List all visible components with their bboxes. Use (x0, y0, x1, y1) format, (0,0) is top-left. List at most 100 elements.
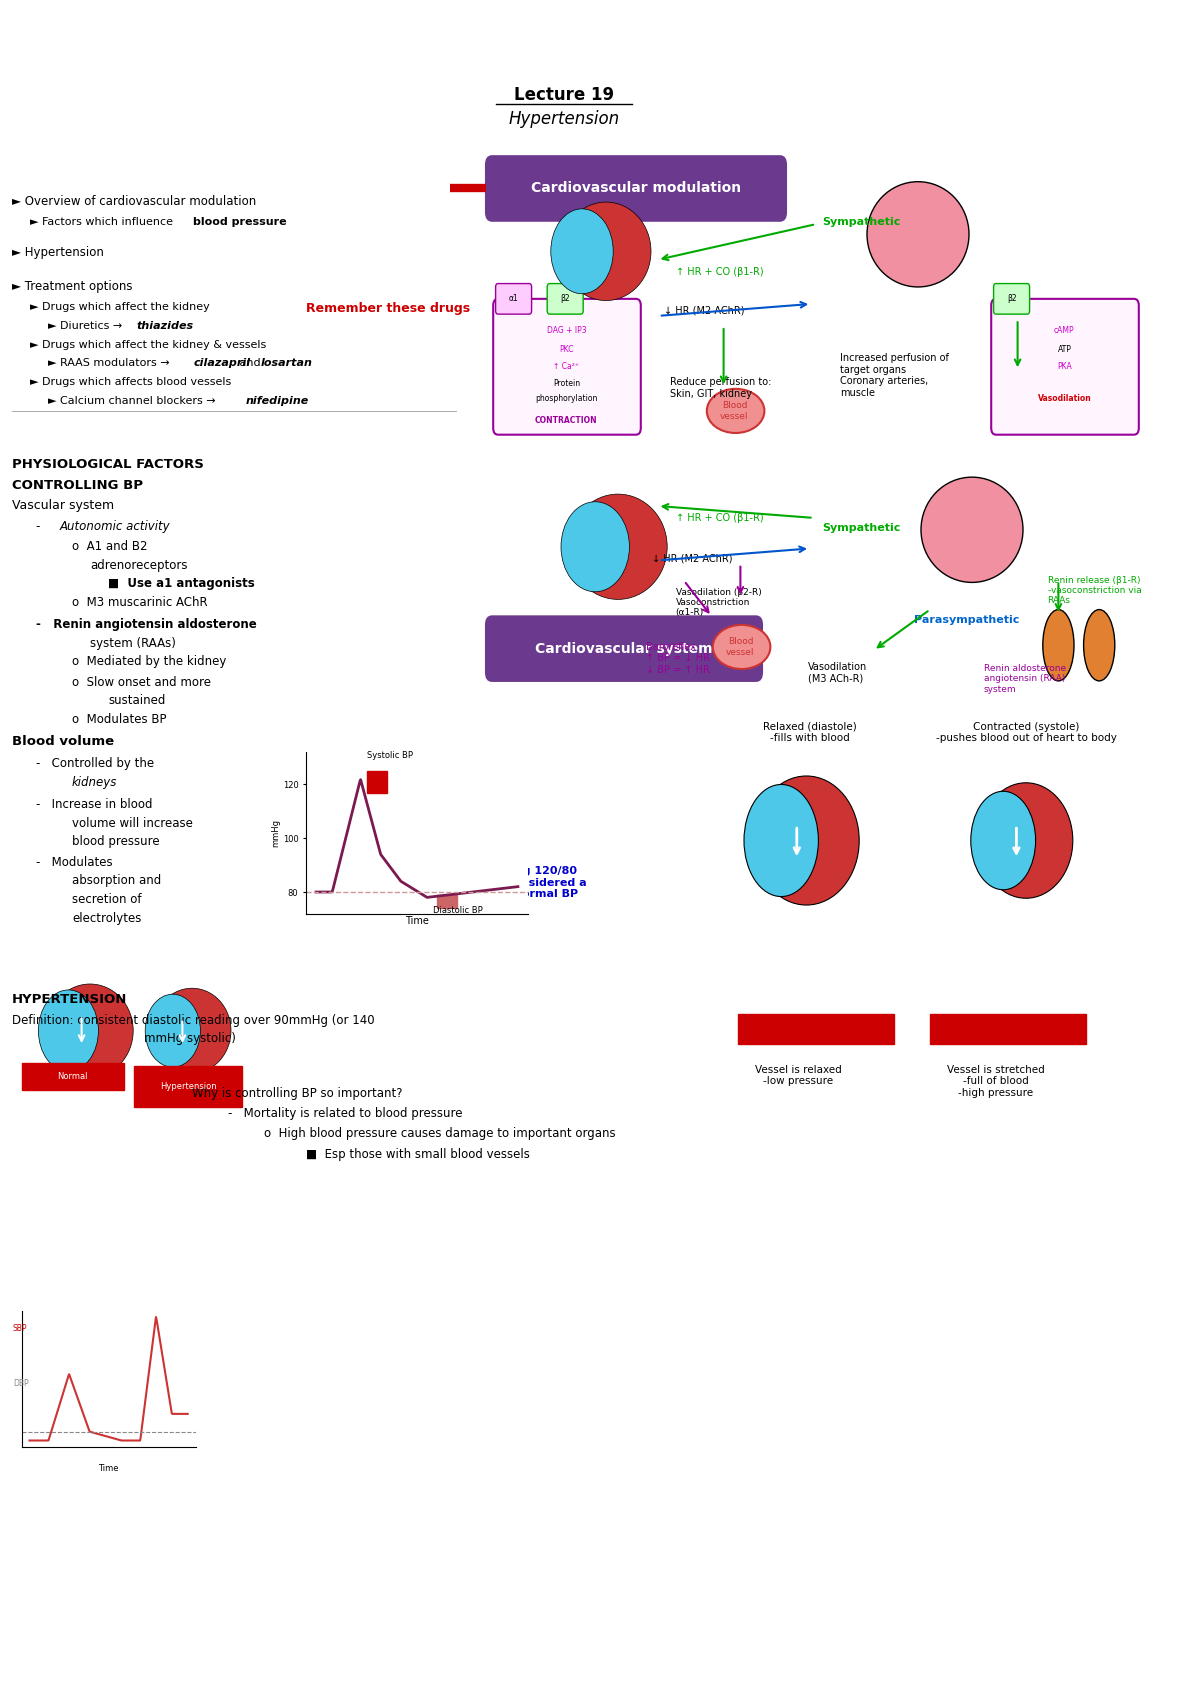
Text: o  High blood pressure causes damage to important organs: o High blood pressure causes damage to i… (264, 1127, 616, 1141)
Text: α1: α1 (509, 294, 518, 304)
Text: ■  Esp those with small blood vessels: ■ Esp those with small blood vessels (306, 1148, 530, 1161)
Ellipse shape (551, 209, 613, 294)
Text: thiazides: thiazides (137, 321, 194, 331)
Text: absorption and: absorption and (72, 874, 161, 888)
Ellipse shape (1084, 610, 1115, 681)
Bar (738, 1014, 894, 1044)
Text: Systolic BP: Systolic BP (366, 751, 413, 759)
Text: PHYSIOLOGICAL FACTORS: PHYSIOLOGICAL FACTORS (12, 458, 204, 472)
Text: -: - (36, 520, 52, 533)
Text: losartan: losartan (260, 358, 312, 368)
Text: -   Increase in blood: - Increase in blood (36, 798, 152, 812)
X-axis label: Time: Time (406, 917, 428, 927)
Text: DBP: DBP (13, 1379, 29, 1387)
Text: ► RAAS modulators →: ► RAAS modulators → (48, 358, 173, 368)
Text: ↑ HR + CO (β1-R): ↑ HR + CO (β1-R) (676, 513, 763, 523)
Text: ► Diuretics →: ► Diuretics → (48, 321, 126, 331)
Text: system (RAAs): system (RAAs) (90, 637, 176, 650)
Text: ATP: ATP (1057, 345, 1072, 353)
Ellipse shape (562, 501, 630, 593)
Text: -   Renin angiotensin aldosterone: - Renin angiotensin aldosterone (36, 618, 257, 632)
Text: Vascular system: Vascular system (12, 499, 114, 513)
Text: electrolytes: electrolytes (72, 912, 142, 925)
Text: Vessel is relaxed
-low pressure: Vessel is relaxed -low pressure (755, 1065, 841, 1087)
Text: Cardiovascular modulation: Cardiovascular modulation (530, 182, 742, 195)
FancyBboxPatch shape (486, 156, 786, 221)
Ellipse shape (562, 202, 650, 301)
Text: ► Hypertension: ► Hypertension (12, 246, 104, 260)
Text: CONTRACTION: CONTRACTION (535, 416, 598, 424)
Text: Eg 120/80
Considered a
normal BP: Eg 120/80 Considered a normal BP (505, 866, 587, 900)
Text: Vasodilation: Vasodilation (1038, 394, 1091, 402)
Text: PKC: PKC (559, 345, 574, 353)
Ellipse shape (1043, 610, 1074, 681)
Text: Blood
vessel: Blood vessel (720, 401, 749, 421)
Text: Autonomic activity: Autonomic activity (60, 520, 170, 533)
Y-axis label: mmHg: mmHg (271, 818, 280, 847)
Ellipse shape (713, 625, 770, 669)
Text: Protein: Protein (553, 379, 580, 387)
Text: blood pressure: blood pressure (193, 217, 287, 228)
Text: Time: Time (98, 1464, 119, 1474)
Ellipse shape (38, 990, 98, 1071)
Text: SBP: SBP (13, 1324, 28, 1333)
Text: cAMP: cAMP (1054, 326, 1075, 335)
Bar (930, 1014, 1086, 1044)
Text: ↓ HR (M2 AChR): ↓ HR (M2 AChR) (664, 306, 744, 316)
Text: o  Modulates BP: o Modulates BP (72, 713, 167, 727)
Text: sustained: sustained (108, 694, 166, 708)
Text: mmHg systolic): mmHg systolic) (144, 1032, 236, 1046)
Text: Normal: Normal (56, 1071, 88, 1082)
Ellipse shape (971, 791, 1036, 890)
Ellipse shape (754, 776, 859, 905)
Ellipse shape (922, 477, 1024, 582)
Text: HYPERTENSION: HYPERTENSION (12, 993, 127, 1007)
Bar (437, 895, 457, 908)
FancyBboxPatch shape (493, 299, 641, 435)
Text: -   Modulates: - Modulates (36, 856, 113, 869)
Text: PKA: PKA (1057, 362, 1072, 370)
Text: CONTROLLING BP: CONTROLLING BP (12, 479, 143, 492)
FancyBboxPatch shape (496, 284, 532, 314)
Text: Remember these drugs: Remember these drugs (306, 302, 470, 316)
Text: DAG + IP3: DAG + IP3 (546, 326, 587, 335)
Text: phosphorylation: phosphorylation (535, 394, 598, 402)
Text: β2: β2 (1007, 294, 1016, 304)
Text: volume will increase: volume will increase (72, 817, 193, 830)
Text: ↑ HR + CO (β1-R): ↑ HR + CO (β1-R) (676, 267, 763, 277)
Text: Vasodilation
(M3 ACh-R): Vasodilation (M3 ACh-R) (808, 662, 866, 684)
Text: o  A1 and B2: o A1 and B2 (72, 540, 148, 554)
Text: Increased perfusion of
target organs
Coronary arteries,
muscle: Increased perfusion of target organs Cor… (840, 353, 949, 397)
Text: and: and (236, 358, 264, 368)
Text: Diastolic BP: Diastolic BP (433, 907, 482, 915)
Text: ► Drugs which affects blood vessels: ► Drugs which affects blood vessels (30, 377, 232, 387)
Text: Reduce perfusion to:
Skin, GIT, kidney: Reduce perfusion to: Skin, GIT, kidney (670, 377, 770, 399)
Text: Blood volume: Blood volume (12, 735, 114, 749)
Ellipse shape (145, 995, 200, 1066)
Text: cilazapril: cilazapril (193, 358, 251, 368)
Bar (134, 1066, 242, 1107)
Ellipse shape (979, 783, 1073, 898)
Text: ► Drugs which affect the kidney: ► Drugs which affect the kidney (30, 302, 210, 312)
Text: ↑ Ca²⁺: ↑ Ca²⁺ (553, 362, 580, 370)
Text: Renin aldosterone
angiotensin (RAA)
system: Renin aldosterone angiotensin (RAA) syst… (984, 664, 1066, 694)
Text: β2: β2 (560, 294, 570, 304)
Text: Definition: consistent diastolic reading over 90mmHg (or 140: Definition: consistent diastolic reading… (12, 1014, 374, 1027)
FancyBboxPatch shape (994, 284, 1030, 314)
Text: Cardiovascular system: Cardiovascular system (535, 642, 713, 655)
Text: Hypertension: Hypertension (160, 1082, 217, 1092)
Text: ► Calcium channel blockers →: ► Calcium channel blockers → (48, 396, 220, 406)
Text: o  Mediated by the kidney: o Mediated by the kidney (72, 655, 227, 669)
Text: Sympathetic: Sympathetic (822, 523, 900, 533)
FancyBboxPatch shape (991, 299, 1139, 435)
Text: o  Slow onset and more: o Slow onset and more (72, 676, 211, 689)
FancyBboxPatch shape (547, 284, 583, 314)
Ellipse shape (47, 983, 133, 1078)
Text: Why is controlling BP so important?: Why is controlling BP so important? (192, 1087, 402, 1100)
Text: Sympathetic: Sympathetic (822, 217, 900, 228)
Text: ► Treatment options: ► Treatment options (12, 280, 132, 294)
Text: ► Factors which influence: ► Factors which influence (30, 217, 176, 228)
Ellipse shape (744, 784, 818, 897)
Ellipse shape (866, 182, 970, 287)
Text: secretion of: secretion of (72, 893, 142, 907)
